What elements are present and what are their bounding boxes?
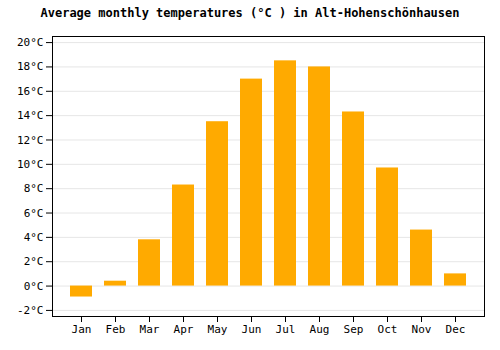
svg-text:May: May	[208, 323, 228, 336]
svg-text:Aug: Aug	[310, 323, 330, 336]
svg-text:-2°C: -2°C	[17, 304, 44, 317]
html-text:Average monthly temperatures (: Average monthly temperatures (°C ) in Al…	[40, 6, 460, 20]
svg-text:2°C: 2°C	[24, 255, 44, 268]
svg-text:Mar: Mar	[140, 323, 160, 336]
svg-text:0°C: 0°C	[24, 280, 44, 293]
svg-text:12°C: 12°C	[17, 133, 44, 146]
svg-text:16°C: 16°C	[17, 85, 44, 98]
svg-text:Apr: Apr	[174, 323, 194, 336]
svg-text:8°C: 8°C	[24, 182, 44, 195]
svg-text:20°C: 20°C	[17, 36, 44, 49]
svg-text:4°C: 4°C	[24, 231, 44, 244]
svg-text:6°C: 6°C	[24, 207, 44, 220]
svg-text:18°C: 18°C	[17, 60, 44, 73]
svg-text:Jan: Jan	[72, 323, 92, 336]
svg-text:Nov: Nov	[412, 323, 432, 336]
svg-text:10°C: 10°C	[17, 158, 44, 171]
svg-text:Feb: Feb	[106, 323, 126, 336]
svg-text:14°C: 14°C	[17, 109, 44, 122]
svg-text:Oct: Oct	[378, 323, 398, 336]
svg-text:Dec: Dec	[446, 323, 466, 336]
svg-text:Jul: Jul	[276, 323, 296, 336]
svg-text:Sep: Sep	[344, 323, 364, 336]
svg-text:Jun: Jun	[242, 323, 262, 336]
